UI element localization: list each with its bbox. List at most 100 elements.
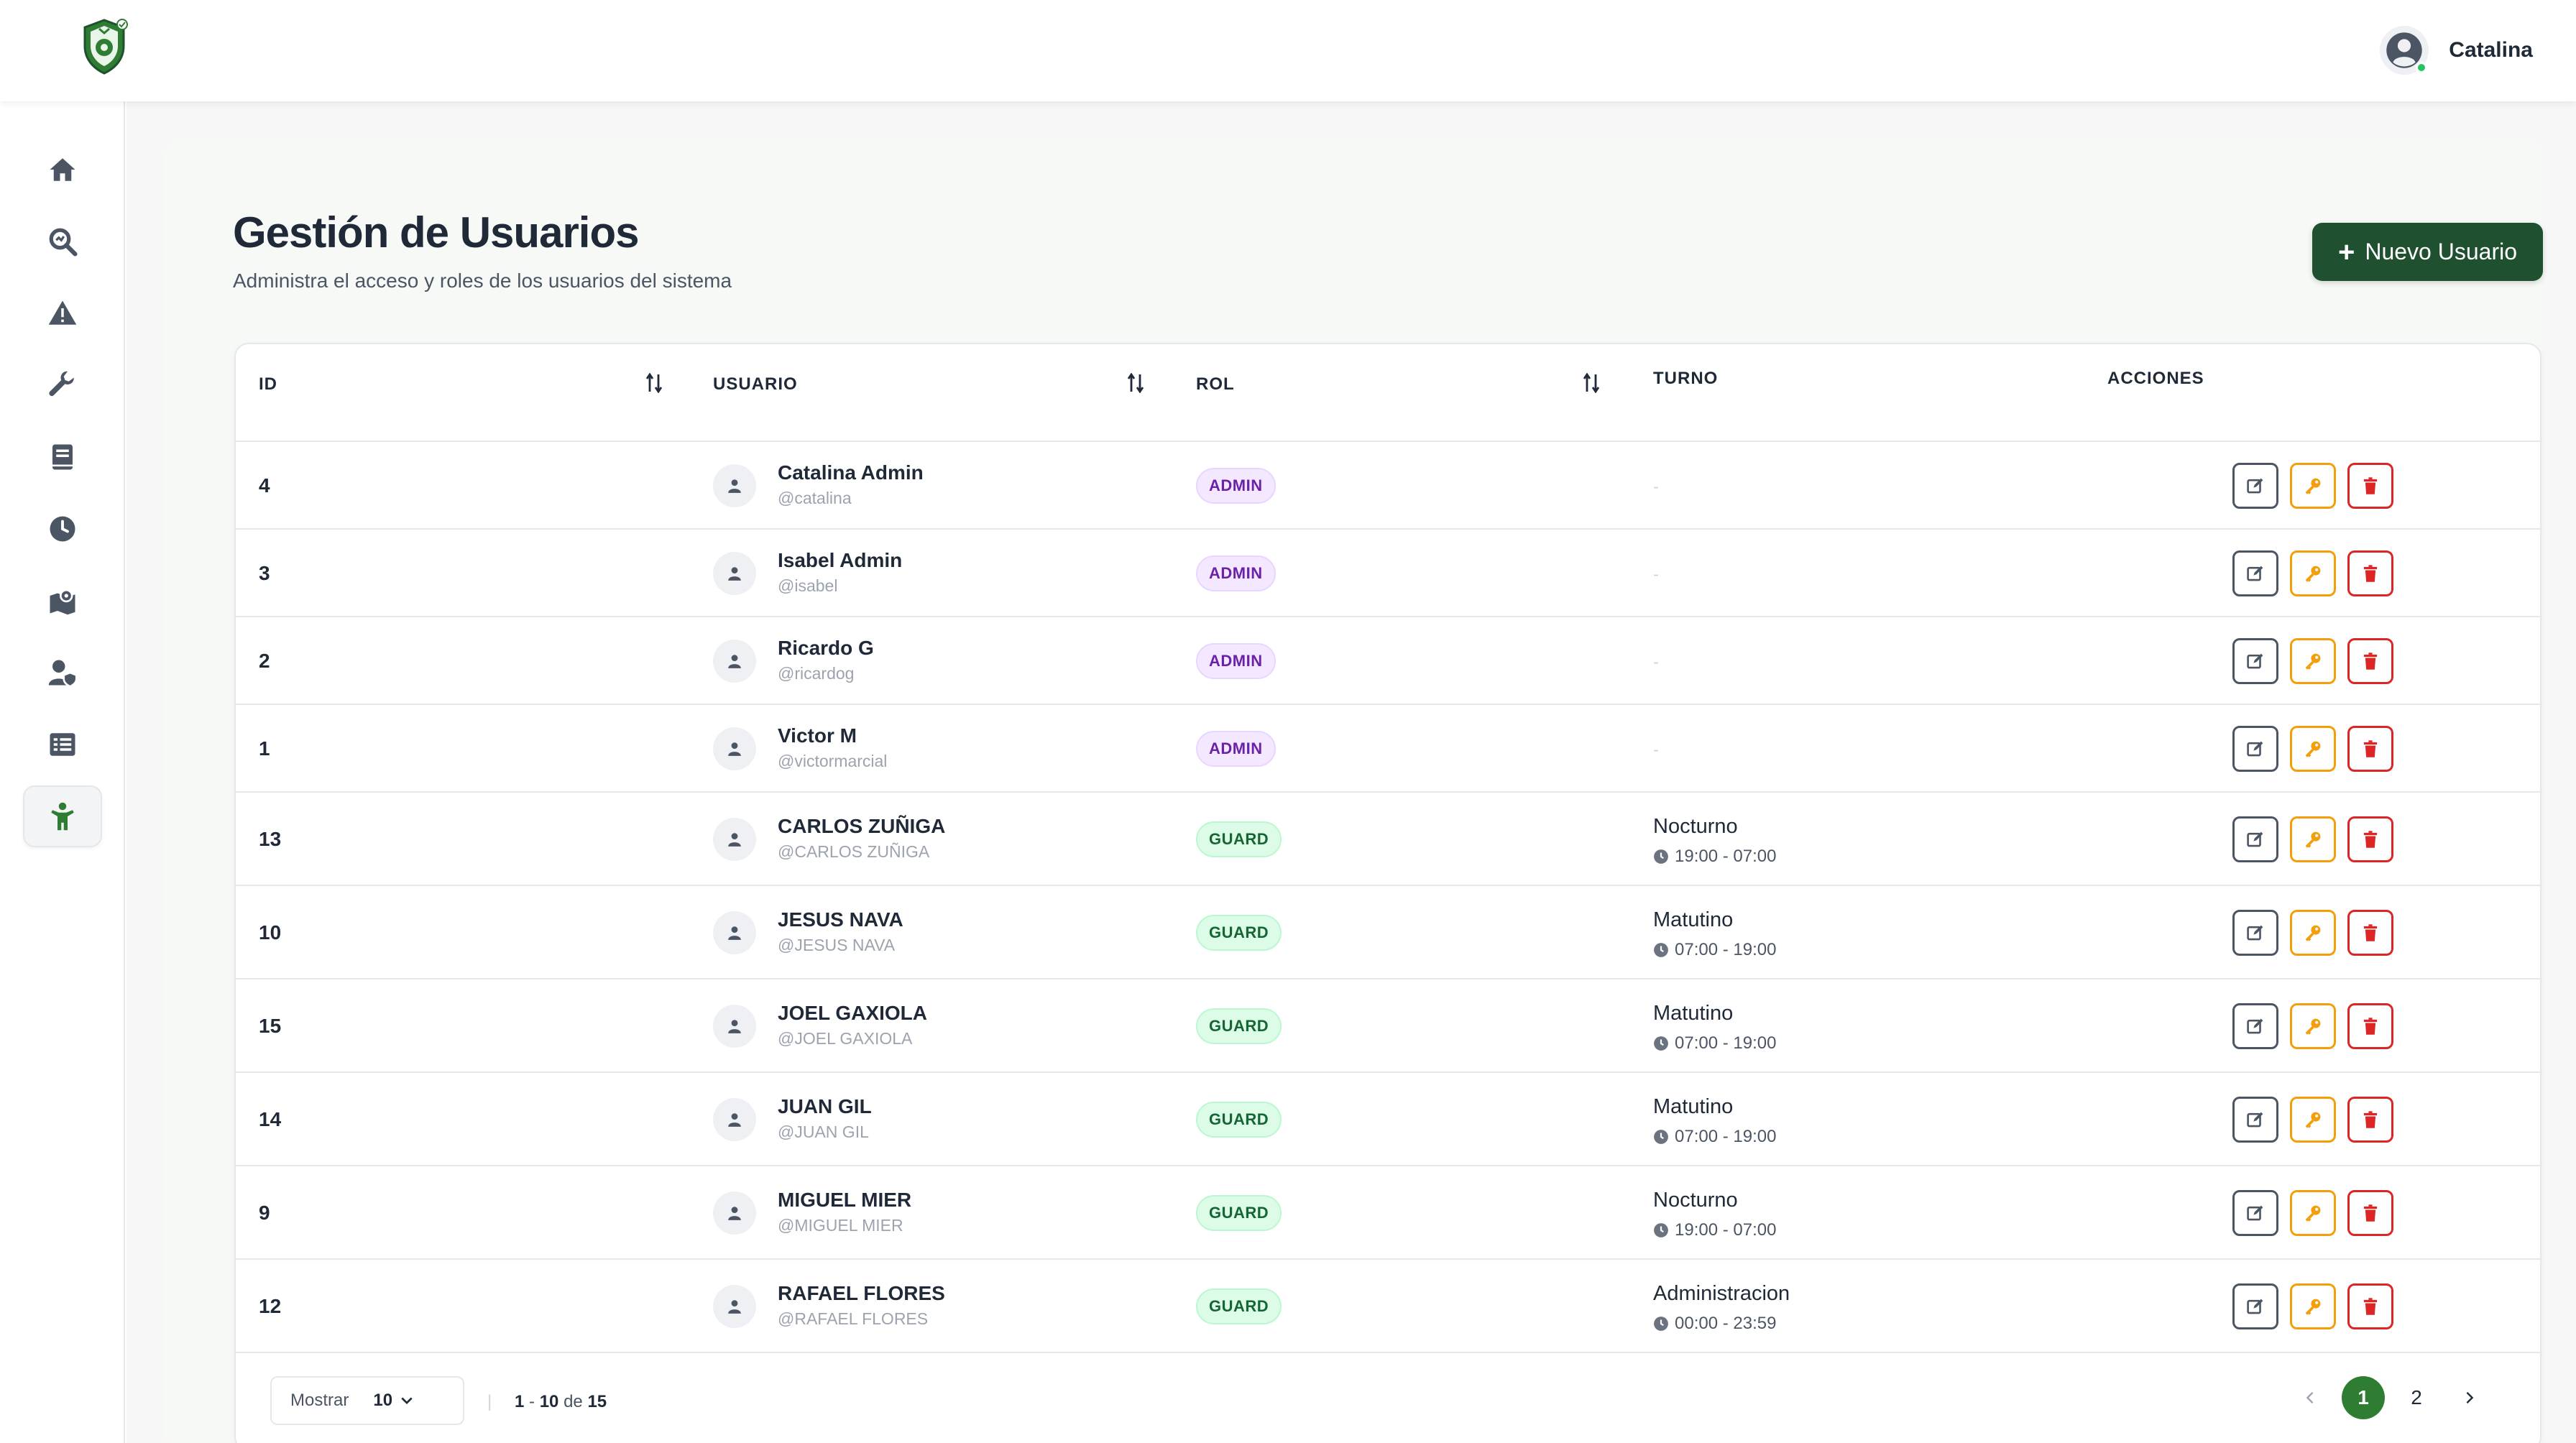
user-icon bbox=[728, 742, 741, 756]
sidebar-item-search[interactable] bbox=[23, 211, 102, 272]
edit-button[interactable] bbox=[2232, 1003, 2278, 1049]
key-icon bbox=[2305, 478, 2321, 494]
key-icon bbox=[2305, 653, 2321, 670]
delete-button[interactable] bbox=[2347, 463, 2393, 509]
reset-password-button[interactable] bbox=[2290, 1097, 2336, 1143]
reset-password-button[interactable] bbox=[2290, 463, 2336, 509]
column-header-role[interactable]: ROL bbox=[1196, 374, 1235, 394]
trash-icon bbox=[2363, 1298, 2378, 1315]
user-icon bbox=[728, 1113, 741, 1127]
delete-button[interactable] bbox=[2347, 816, 2393, 862]
role-badge: GUARD bbox=[1196, 1288, 1282, 1324]
sort-icon[interactable] bbox=[1583, 373, 1600, 393]
edit-icon bbox=[2247, 1205, 2263, 1221]
delete-button[interactable] bbox=[2347, 1283, 2393, 1329]
sort-icon[interactable] bbox=[645, 373, 663, 393]
clock-icon bbox=[1654, 1223, 1668, 1237]
page-button-1[interactable]: 1 bbox=[2342, 1376, 2385, 1419]
avatar bbox=[713, 640, 756, 683]
clock-icon bbox=[1654, 943, 1668, 957]
reset-password-button[interactable] bbox=[2290, 910, 2336, 956]
trash-icon bbox=[2363, 653, 2378, 670]
sidebar-item-user-admin[interactable] bbox=[23, 642, 102, 704]
user-full-name: RAFAEL FLORES bbox=[778, 1282, 945, 1304]
avatar bbox=[713, 818, 756, 861]
user-menu[interactable]: Catalina bbox=[2380, 26, 2533, 75]
user-handle: @JOEL GAXIOLA bbox=[778, 1029, 913, 1048]
page-size-select[interactable]: Mostrar 10 bbox=[270, 1376, 464, 1425]
reset-password-button[interactable] bbox=[2290, 1190, 2336, 1236]
reset-password-button[interactable] bbox=[2290, 638, 2336, 684]
delete-button[interactable] bbox=[2347, 550, 2393, 596]
trash-icon bbox=[2363, 477, 2378, 494]
sidebar-item-map[interactable] bbox=[23, 570, 102, 632]
clock-icon bbox=[1654, 1130, 1668, 1144]
column-header-actions: ACCIONES bbox=[2107, 369, 2204, 388]
page-title: Gestión de Usuarios bbox=[233, 208, 639, 257]
list-icon bbox=[50, 733, 75, 756]
edit-icon bbox=[2247, 566, 2263, 581]
edit-button[interactable] bbox=[2232, 463, 2278, 509]
sidebar-item-history[interactable] bbox=[23, 498, 102, 560]
app-logo[interactable] bbox=[79, 17, 129, 76]
edit-button[interactable] bbox=[2232, 816, 2278, 862]
user-icon bbox=[728, 479, 741, 493]
user-circle-icon bbox=[2386, 32, 2422, 68]
avatar[interactable] bbox=[2380, 26, 2429, 75]
shift-name: Matutino bbox=[1653, 1095, 1734, 1118]
column-header-user[interactable]: USUARIO bbox=[713, 374, 798, 394]
edit-button[interactable] bbox=[2232, 1190, 2278, 1236]
shift-name: Matutino bbox=[1653, 908, 1734, 931]
table-header: ID USUARIO ROL TURNO ACCIONES bbox=[236, 344, 2540, 442]
row-actions bbox=[2232, 550, 2393, 596]
reset-password-button[interactable] bbox=[2290, 1003, 2336, 1049]
page-button-2[interactable]: 2 bbox=[2411, 1386, 2422, 1409]
sidebar-item-users[interactable] bbox=[23, 785, 102, 847]
next-page-button[interactable] bbox=[2448, 1376, 2491, 1419]
shift-hours: 19:00 - 07:00 bbox=[1653, 847, 1776, 867]
row-actions bbox=[2232, 463, 2393, 509]
user-handle: @RAFAEL FLORES bbox=[778, 1309, 929, 1328]
clock-icon bbox=[1654, 849, 1668, 864]
avatar bbox=[713, 464, 756, 507]
map-location-icon bbox=[50, 589, 75, 615]
edit-button[interactable] bbox=[2232, 910, 2278, 956]
column-header-id[interactable]: ID bbox=[259, 374, 277, 394]
reset-password-button[interactable] bbox=[2290, 550, 2336, 596]
reset-password-button[interactable] bbox=[2290, 726, 2336, 772]
page-size-value: 10 bbox=[373, 1391, 393, 1410]
edit-icon bbox=[2247, 1299, 2263, 1314]
user-full-name: Ricardo G bbox=[778, 637, 874, 659]
delete-button[interactable] bbox=[2347, 1003, 2393, 1049]
reset-password-button[interactable] bbox=[2290, 1283, 2336, 1329]
user-id: 9 bbox=[259, 1202, 270, 1224]
new-user-button[interactable]: + Nuevo Usuario bbox=[2312, 223, 2543, 281]
reset-password-button[interactable] bbox=[2290, 816, 2336, 862]
user-id: 14 bbox=[259, 1108, 282, 1130]
delete-button[interactable] bbox=[2347, 1190, 2393, 1236]
key-icon bbox=[2305, 1299, 2321, 1315]
previous-page-button[interactable] bbox=[2288, 1376, 2332, 1419]
user-full-name: MIGUEL MIER bbox=[778, 1189, 912, 1211]
sidebar-item-home[interactable] bbox=[23, 139, 102, 200]
pagination: 1 2 bbox=[2288, 1376, 2491, 1419]
user-handle: @MIGUEL MIER bbox=[778, 1216, 903, 1235]
edit-button[interactable] bbox=[2232, 1097, 2278, 1143]
sidebar-item-alerts[interactable] bbox=[23, 282, 102, 344]
delete-button[interactable] bbox=[2347, 638, 2393, 684]
delete-button[interactable] bbox=[2347, 910, 2393, 956]
sidebar-item-records[interactable] bbox=[23, 714, 102, 775]
delete-button[interactable] bbox=[2347, 726, 2393, 772]
edit-icon bbox=[2247, 831, 2263, 847]
user-id: 12 bbox=[259, 1295, 282, 1317]
edit-button[interactable] bbox=[2232, 638, 2278, 684]
key-icon bbox=[2305, 925, 2321, 941]
delete-button[interactable] bbox=[2347, 1097, 2393, 1143]
sidebar-item-tools[interactable] bbox=[23, 354, 102, 416]
edit-button[interactable] bbox=[2232, 550, 2278, 596]
edit-button[interactable] bbox=[2232, 726, 2278, 772]
edit-button[interactable] bbox=[2232, 1283, 2278, 1329]
sort-icon[interactable] bbox=[1127, 373, 1144, 393]
role-badge: GUARD bbox=[1196, 821, 1282, 857]
sidebar-item-logbook[interactable] bbox=[23, 426, 102, 488]
